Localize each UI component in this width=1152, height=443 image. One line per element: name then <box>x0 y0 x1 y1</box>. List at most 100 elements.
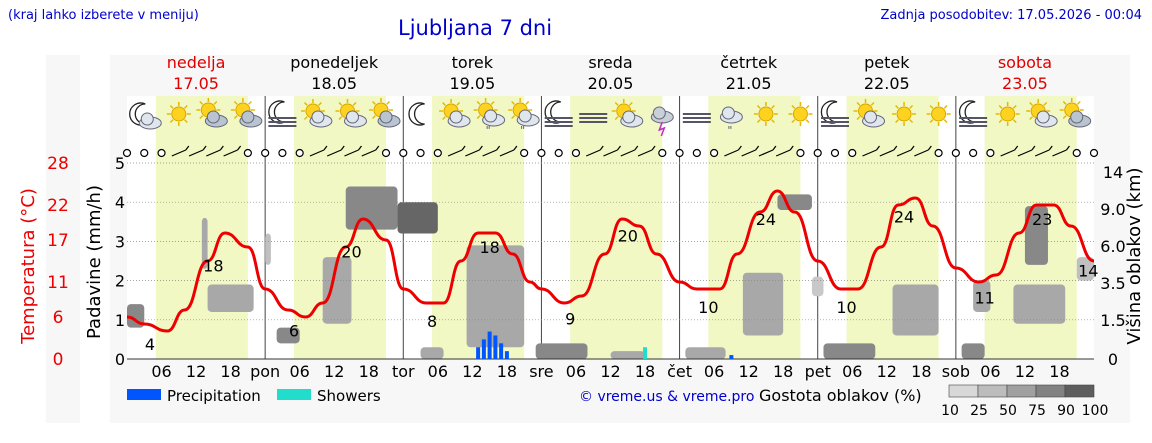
cloud-patch <box>610 351 646 359</box>
sun-icon <box>926 102 951 126</box>
cloud-patch <box>535 343 588 359</box>
wind-flag <box>1048 145 1053 151</box>
wind-flag <box>927 145 932 151</box>
cloud-patch <box>1076 257 1094 281</box>
day-date: 19.05 <box>449 74 495 93</box>
wind-calm <box>951 148 960 158</box>
showers-swatch <box>277 389 311 400</box>
wind-calm <box>243 148 252 158</box>
density-tick: 10 <box>941 403 959 419</box>
day-date: 21.05 <box>726 74 772 93</box>
wind-barb <box>361 149 376 157</box>
hour-tick: 12 <box>324 362 344 381</box>
wind-flag <box>1031 145 1036 151</box>
day-abbr-tick: sre <box>529 362 553 381</box>
sun-ray <box>442 116 446 121</box>
wind-barb <box>758 149 774 157</box>
temperature-label: 20 <box>618 226 638 245</box>
hour-tick: 18 <box>1049 362 1069 381</box>
cloud-patch <box>1024 206 1048 265</box>
precipitation-swatch <box>127 389 161 400</box>
sun-ray <box>1062 100 1067 105</box>
wind-barb <box>171 149 187 157</box>
sun-ray <box>442 101 446 106</box>
rain-mark: " <box>727 124 732 137</box>
wind-calm <box>1072 148 1081 158</box>
sun-ray <box>791 104 796 109</box>
cloud-puff <box>206 110 220 124</box>
cloud-patch <box>973 280 991 312</box>
wind-calm <box>1089 148 1099 158</box>
temperature-label: 4 <box>145 335 155 354</box>
cloud-patch <box>742 272 784 336</box>
sun-ray <box>476 115 481 120</box>
temperature-tick: 6 <box>53 308 64 328</box>
precipitation-bar <box>504 351 509 359</box>
temperature-label: 10 <box>698 298 718 317</box>
cloud-patch <box>201 217 208 269</box>
sun-cloud-icon <box>335 99 367 128</box>
wind-barb <box>447 149 463 157</box>
wind-barb <box>223 149 238 157</box>
sun-ray <box>771 104 775 109</box>
day-date: 17.05 <box>173 74 219 93</box>
sun-ray <box>199 115 204 120</box>
cloud-height-axis-label: Višina oblakov (km) <box>1124 167 1145 344</box>
sun-ray <box>338 101 343 106</box>
wind-flag <box>634 145 639 151</box>
moon-fog-icon <box>268 100 297 127</box>
day-date: 20.05 <box>588 74 634 93</box>
cloud-puff <box>140 112 154 126</box>
precipitation-tick: 2 <box>115 272 125 291</box>
temperature-label: 24 <box>894 208 914 227</box>
wind-barb <box>585 149 601 157</box>
density-tick: 90 <box>1057 403 1075 419</box>
hour-tick: 12 <box>186 362 206 381</box>
cloud-height-tick: 0 <box>1108 350 1118 369</box>
thunder-icon <box>650 106 674 137</box>
cloud-puff <box>241 110 255 124</box>
cloud-puff <box>622 110 636 124</box>
precipitation-bar <box>499 343 504 359</box>
temperature-label: 11 <box>974 289 994 308</box>
wind-barb <box>309 149 325 157</box>
temperature-tick: 28 <box>47 154 69 174</box>
partly-cloudy-icon <box>1059 98 1092 128</box>
temperature-label: 24 <box>756 210 776 229</box>
density-tick: 75 <box>1028 403 1046 419</box>
sun-ray <box>511 100 516 105</box>
precipitation-legend: Precipitation <box>167 387 261 405</box>
moon-icon <box>408 102 425 126</box>
rain-mark: " <box>520 124 525 137</box>
fog-icon <box>579 113 608 123</box>
day-name: sreda <box>588 53 632 72</box>
sun-icon <box>892 102 917 126</box>
day-date: 22.05 <box>864 74 910 93</box>
temperature-line <box>126 189 1095 333</box>
temperature-axis-label: Temperatura (°C) <box>18 188 39 345</box>
wind-flag <box>219 145 224 151</box>
sun-ray <box>943 104 948 109</box>
wind-flag <box>893 145 898 151</box>
sun-ray <box>909 119 914 124</box>
precipitation-axis-label: Padavine (mm/h) <box>84 185 105 339</box>
precipitation-tick: 4 <box>115 193 125 212</box>
partly-cloudy-icon <box>369 98 401 128</box>
sun-ray <box>372 115 376 120</box>
moon-fog-icon <box>544 100 573 127</box>
wind-calm <box>692 148 701 158</box>
temperature-tick: 11 <box>47 273 69 293</box>
wind-flag <box>876 145 880 151</box>
temperature-label: 18 <box>203 257 223 276</box>
cloud-height-tick: 6.0 <box>1100 237 1125 256</box>
sun-ray <box>1029 116 1034 121</box>
precipitation-bar <box>481 339 486 359</box>
temperature-tick: 22 <box>47 196 69 216</box>
partly-cloudy-icon <box>196 98 228 128</box>
location-hint: (kraj lahko izberete v meniju) <box>8 8 199 23</box>
hour-tick: 18 <box>220 362 240 381</box>
cloud-puff <box>379 110 393 124</box>
day-name: torek <box>452 53 494 72</box>
temperature-label: 14 <box>1078 261 1098 280</box>
